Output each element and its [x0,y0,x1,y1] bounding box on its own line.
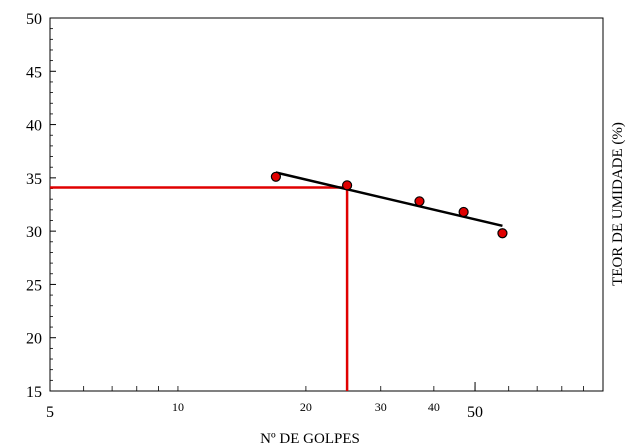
plot-area [49,17,604,392]
x-tick-label: 10 [172,400,184,414]
data-point [497,228,508,239]
y-tick-label: 50 [26,11,42,28]
y-axis-title: TEOR DE UMIDADE (%) [610,122,626,286]
y-tick-label: 35 [26,171,42,188]
x-tick-label: 50 [467,404,483,421]
x-tick-label: 30 [375,400,387,414]
data-points [270,171,508,239]
y-tick-label: 40 [26,118,42,135]
y-tick-label: 45 [26,64,42,81]
y-tick-label: 25 [26,277,42,294]
ticks [49,17,604,392]
x-axis-title: Nº DE GOLPES [260,431,360,447]
data-point [414,196,425,207]
trendline [275,171,503,228]
x-tick-label: 40 [428,400,440,414]
x-tick-label: 5 [46,404,54,421]
data-point [341,180,353,191]
data-point [458,206,469,218]
y-tick-label: 15 [26,384,42,401]
tick-labels: 15 20 25 30 35 40 45 50 5 50 10 20 30 40 [26,11,483,421]
data-point [270,171,282,182]
reference-lines [50,186,349,391]
x-tick-label: 20 [300,400,312,414]
y-tick-label: 30 [26,224,42,241]
y-tick-label: 20 [26,331,42,348]
